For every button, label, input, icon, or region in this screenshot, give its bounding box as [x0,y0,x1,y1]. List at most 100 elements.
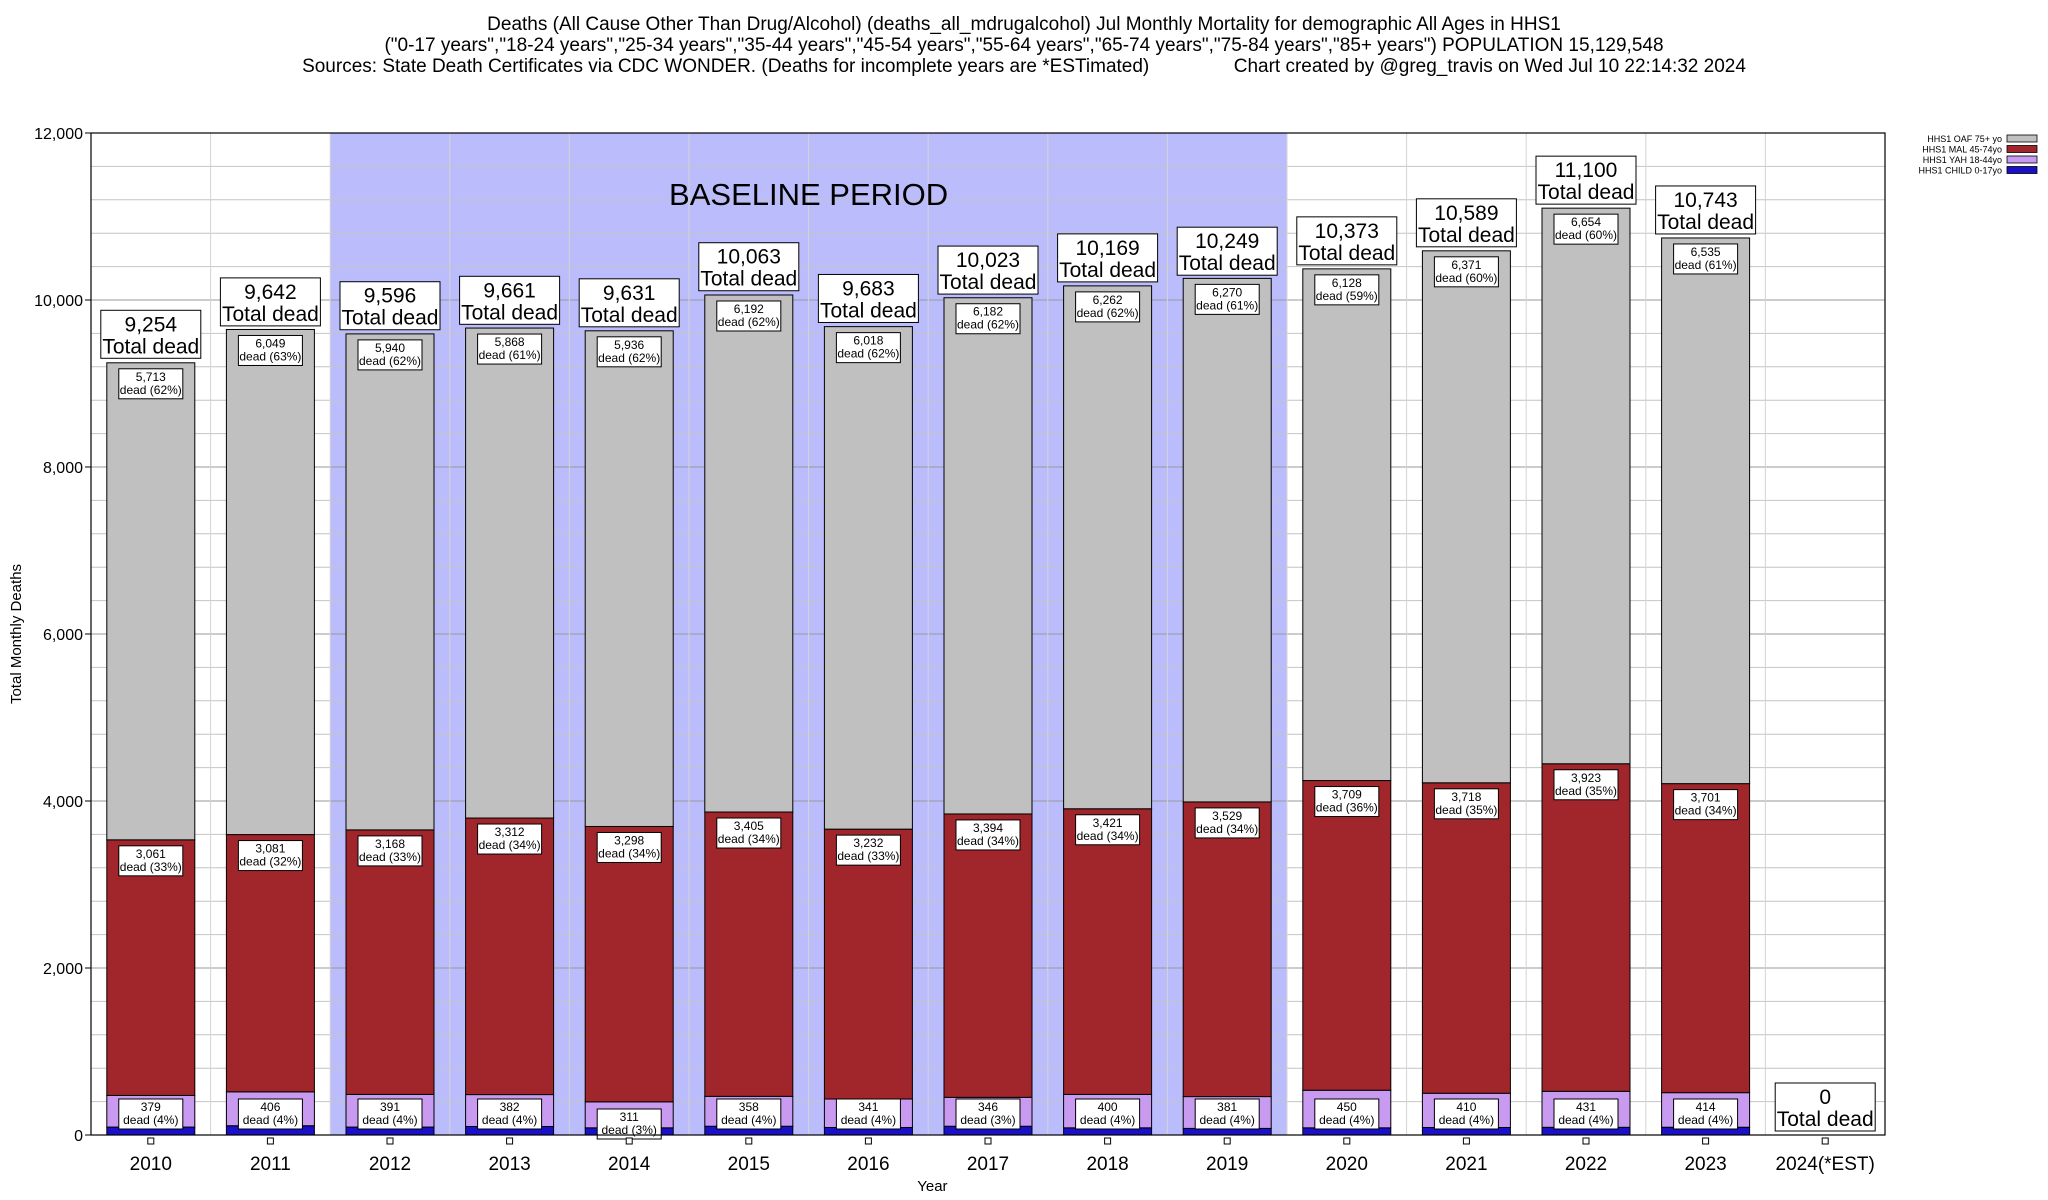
bar-segment [1063,808,1153,1095]
legend-label: HHS1 OAF 75+ yo [1927,134,2002,144]
total-label-value: 9,254 [125,313,178,336]
total-label-box [1655,185,1757,235]
bar-segment [584,330,674,827]
x-tick-label: 2015 [728,1154,770,1175]
bar-segment [1421,782,1511,1094]
bar-segment [225,328,315,836]
total-label-suffix: Total dead [1298,242,1395,265]
total-label-suffix: Total dead [1418,224,1515,247]
x-tick-label: 2023 [1684,1154,1726,1175]
data-label-box [237,334,303,366]
category-marker [745,1137,753,1145]
total-label-box [698,242,800,292]
data-label-value: 3,923 [1571,771,1601,785]
data-label-box [477,1098,543,1130]
data-label-share: dead (32%) [239,855,301,869]
total-label-value: 10,249 [1195,230,1259,253]
data-label-box [596,831,662,863]
data-label-value: 3,701 [1691,791,1721,805]
bar-segment [345,333,435,831]
category-marker [984,1137,992,1145]
data-label-share: dead (59%) [1316,289,1378,303]
data-label-value: 3,081 [255,842,285,856]
data-label-share: dead (61%) [1675,258,1737,272]
data-label-value: 5,713 [136,370,166,384]
x-tick-label: 2017 [967,1154,1009,1175]
data-label-value: 358 [739,1100,759,1114]
data-label-share: dead (34%) [718,832,780,846]
bar-segment [1302,780,1392,1091]
data-label-share: dead (62%) [598,351,660,365]
x-tick-label: 2016 [847,1154,889,1175]
legend-label: HHS1 MAL 45-74yo [1922,145,2002,155]
bar-segment [1421,250,1511,784]
data-label-box [716,1098,782,1130]
data-label-share: dead (4%) [362,1113,417,1127]
x-tick-label: 2012 [369,1154,411,1175]
bar-segment [345,829,435,1095]
bar-segment [106,362,196,841]
total-label-box [339,281,441,331]
total-label-value: 9,661 [483,279,536,302]
x-tick-label: 2022 [1565,1154,1607,1175]
data-label-share: dead (33%) [120,860,182,874]
bar-segment [1182,277,1272,803]
data-label-value: 379 [141,1100,161,1114]
data-label-share: dead (4%) [123,1113,178,1127]
x-tick-label: 2019 [1206,1154,1248,1175]
data-label-box [1553,769,1619,801]
legend-label: HHS1 YAH 18-44yo [1923,155,2002,165]
legend-label: HHS1 CHILD 0-17yo [1918,166,2002,176]
bar-segment [943,813,1033,1098]
baseline-period-label: BASELINE PERIOD [669,177,948,212]
data-label-share: dead (61%) [1196,298,1258,312]
bar-segment [704,294,794,813]
total-label-suffix: Total dead [1179,252,1276,275]
category-marker [1821,1137,1829,1145]
chart-titles: Deaths (All Cause Other Than Drug/Alcoho… [0,14,2048,77]
bar-segment [823,828,913,1100]
data-label-share: dead (62%) [837,347,899,361]
data-label-share: dead (62%) [957,318,1019,332]
total-label-value: 10,169 [1075,237,1139,260]
data-label-value: 3,421 [1093,816,1123,830]
data-label-value: 6,128 [1332,276,1362,290]
x-tick-label: 2024(*EST) [1776,1154,1875,1175]
data-label-box [1673,1098,1739,1130]
category-marker [386,1137,394,1145]
data-label-box [1075,291,1141,323]
total-label-box [1057,233,1159,283]
total-label-box [1774,1082,1876,1132]
total-label-value: 10,373 [1315,220,1379,243]
data-label-value: 6,018 [853,334,883,348]
data-label-value: 3,298 [614,833,644,847]
total-label-box [1176,226,1278,276]
data-label-share: dead (34%) [957,834,1019,848]
data-label-share: dead (35%) [1435,803,1497,817]
data-label-share: dead (33%) [837,849,899,863]
category-marker [625,1137,633,1145]
total-label-box [578,278,680,328]
category-marker [1702,1137,1710,1145]
x-tick-label: 2011 [250,1154,291,1175]
category-marker [266,1137,274,1145]
data-label-value: 6,535 [1691,245,1721,259]
data-label-box [835,834,901,866]
data-label-share: dead (35%) [1555,784,1617,798]
data-label-value: 3,718 [1451,790,1481,804]
data-label-share: dead (60%) [1435,271,1497,285]
total-label-suffix: Total dead [1657,211,1754,234]
total-label-suffix: Total dead [342,307,439,330]
data-label-share: dead (34%) [1196,822,1258,836]
bar-segment [1661,237,1751,785]
x-tick-label: 2014 [608,1154,651,1175]
total-label-box [937,245,1039,295]
data-label-box [237,840,303,872]
bar-segment [106,839,196,1096]
total-label-value: 0 [1819,1086,1831,1109]
data-label-share: dead (62%) [718,315,780,329]
data-label-box [118,845,184,877]
data-label-box [1433,256,1499,288]
data-label-box [955,1098,1021,1130]
y-tick-label: 8,000 [43,460,83,477]
